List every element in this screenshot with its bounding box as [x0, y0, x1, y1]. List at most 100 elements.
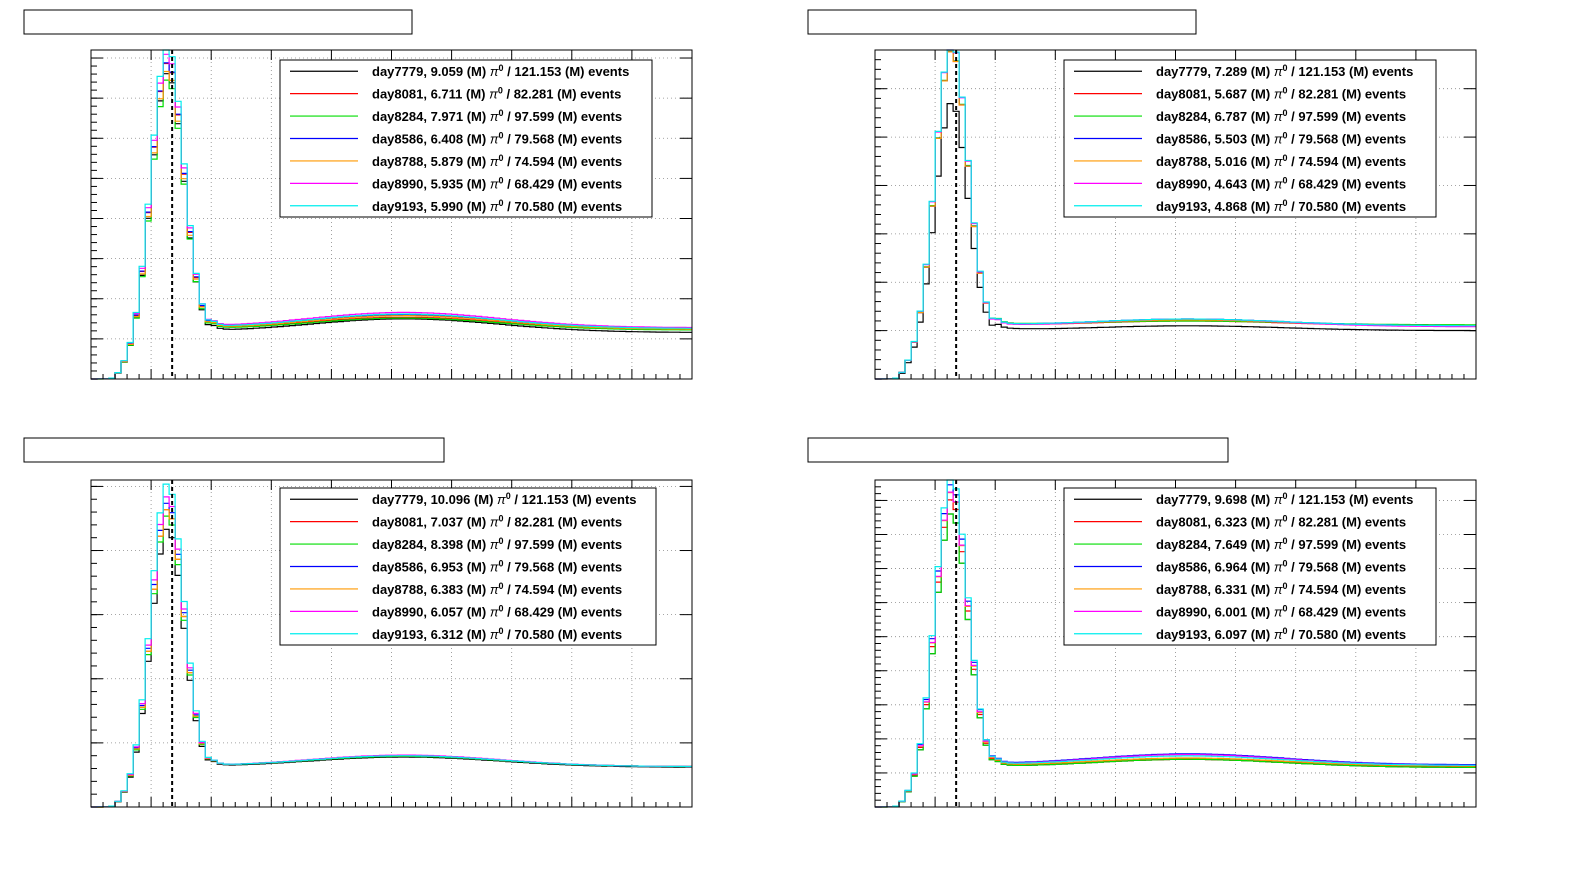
legend-text-part: /	[504, 199, 515, 214]
legend-text-part: 10.096	[431, 492, 471, 507]
legend-text-part: /	[1288, 132, 1299, 147]
legend-text-part: (M) events	[554, 582, 622, 597]
legend-text-part: 121.153	[1298, 64, 1345, 79]
legend-text-part: /	[504, 582, 515, 597]
legend-text-part: 7.971	[431, 109, 464, 124]
legend-text-part: 79.568	[514, 132, 554, 147]
legend-text-part: (M) events	[554, 176, 622, 191]
legend-text-part: (M) events	[1338, 154, 1406, 169]
legend-separator: ,	[1207, 537, 1214, 552]
legend-text-part: (M) events	[554, 109, 622, 124]
legend-text-part: 6.001	[1215, 604, 1248, 619]
legend-entry-day8990: day8990, 6.001 (M) π0 / 68.429 (M) event…	[1156, 603, 1406, 619]
histogram-series-day8990	[91, 53, 692, 380]
legend-text-part: 0	[1283, 491, 1288, 501]
legend-separator: ,	[423, 199, 430, 214]
legend-text-part: 7.289	[1215, 64, 1248, 79]
legend-text-part: (M) events	[553, 87, 621, 102]
legend-text-part: (M) events	[554, 199, 622, 214]
legend-text-part: 6.787	[1215, 109, 1248, 124]
legend-text-part: 68.429	[1298, 604, 1338, 619]
legend-text-part: 5.935	[431, 176, 464, 191]
legend-text-part: 7.037	[431, 515, 464, 530]
legend-text-part: 0	[498, 86, 503, 96]
legend-series-name: day8284	[1156, 537, 1208, 552]
legend-text-part: 0	[499, 198, 504, 208]
legend-text-part: /	[504, 627, 515, 642]
legend-text-part: π	[1274, 132, 1283, 147]
legend-text-part: 6.964	[1215, 560, 1248, 575]
legend-text-part: (M) events	[569, 492, 637, 507]
legend-text-part: (M) events	[1345, 64, 1413, 79]
legend-text-part: (M)	[1247, 199, 1274, 214]
legend-text-part: 0	[1283, 626, 1288, 636]
legend-entry-day8788: day8788, 6.331 (M) π0 / 74.594 (M) event…	[1156, 581, 1406, 597]
legend-separator: ,	[1207, 515, 1214, 530]
legend-text-part: 0	[1283, 559, 1288, 569]
legend-text-part: π	[490, 109, 499, 124]
legend-series-name: day8081	[1156, 515, 1207, 530]
histogram-series-day8284	[91, 79, 692, 380]
legend-text-part: (M)	[1247, 492, 1274, 507]
legend-text-part: 0	[1283, 108, 1288, 118]
legend-text-part: π	[490, 627, 499, 642]
legend-text-part: (M)	[1247, 515, 1274, 530]
legend-text-part: (M) events	[1338, 109, 1406, 124]
legend-text-part: 0	[506, 491, 511, 501]
legend-entry-day8586: day8586, 5.503 (M) π0 / 79.568 (M) event…	[1156, 131, 1406, 147]
legend-separator: ,	[1207, 604, 1214, 619]
legend-series-name: day8788	[372, 154, 423, 169]
legend-text-part: π	[490, 560, 499, 575]
legend-text-part: π	[1274, 604, 1283, 619]
legend-text-part: (M) events	[1338, 604, 1406, 619]
legend-text-part: 74.594	[514, 582, 555, 597]
legend-text-part: 6.711	[431, 87, 463, 102]
chart-legend: day7779, 7.289 (M) π0 / 121.153 (M) even…	[1063, 59, 1437, 218]
legend-text-part: 4.643	[1215, 176, 1248, 191]
legend-text-part: /	[511, 492, 522, 507]
legend-text-part: π	[1274, 199, 1283, 214]
legend-text-part: π	[490, 537, 499, 552]
legend-text-part: (M) events	[554, 132, 622, 147]
legend-separator: ,	[1207, 109, 1214, 124]
legend-series-name: day7779	[1156, 492, 1207, 507]
legend-text-part: 4.868	[1215, 199, 1248, 214]
legend-text-part: (M)	[463, 627, 490, 642]
legend-text-part: 5.016	[1215, 154, 1248, 169]
legend-entry-day8788: day8788, 5.016 (M) π0 / 74.594 (M) event…	[1156, 153, 1406, 169]
legend-text-part: π	[1274, 154, 1283, 169]
chart-panel-2: day7779, 7.289 (M) π0 / 121.153 (M) even…	[807, 9, 1477, 380]
legend-text-part: /	[504, 515, 515, 530]
legend-text-part: (M)	[463, 109, 490, 124]
legend-text-part: (M)	[463, 199, 490, 214]
legend-text-part: 79.568	[1298, 560, 1338, 575]
legend-series-name: day8788	[1156, 154, 1207, 169]
legend-text-part: 0	[499, 626, 504, 636]
legend-text-part: 82.281	[514, 515, 554, 530]
legend-separator: ,	[423, 109, 430, 124]
legend-text-part: 121.153	[1298, 492, 1345, 507]
legend-text-part: /	[504, 560, 515, 575]
legend-text-part: /	[1288, 627, 1299, 642]
legend-entry-day9193: day9193, 5.990 (M) π0 / 70.580 (M) event…	[372, 198, 622, 214]
legend-series-name: day9193	[1156, 627, 1207, 642]
histogram-series-day9193	[91, 483, 692, 808]
legend-text-part: /	[1288, 492, 1299, 507]
legend-text-part: /	[1288, 515, 1299, 530]
legend-text-part: 6.057	[431, 604, 464, 619]
legend-text-part: (M)	[1247, 64, 1274, 79]
legend-text-part: 79.568	[514, 560, 554, 575]
histogram-series-day9193	[91, 49, 692, 380]
legend-text-part: (M) events	[1338, 627, 1406, 642]
legend-text-part: 6.408	[431, 132, 464, 147]
legend-series-name: day8990	[1156, 604, 1207, 619]
chart-title-box	[23, 437, 445, 463]
legend-text-part: (M)	[470, 492, 497, 507]
legend-text-part: (M)	[1247, 560, 1274, 575]
legend-text-part: π	[1274, 109, 1283, 124]
legend-separator: ,	[1207, 199, 1214, 214]
legend-text-part: (M) events	[1345, 492, 1413, 507]
legend-entry-day8586: day8586, 6.953 (M) π0 / 79.568 (M) event…	[372, 559, 622, 575]
legend-text-part: 70.580	[1298, 199, 1338, 214]
